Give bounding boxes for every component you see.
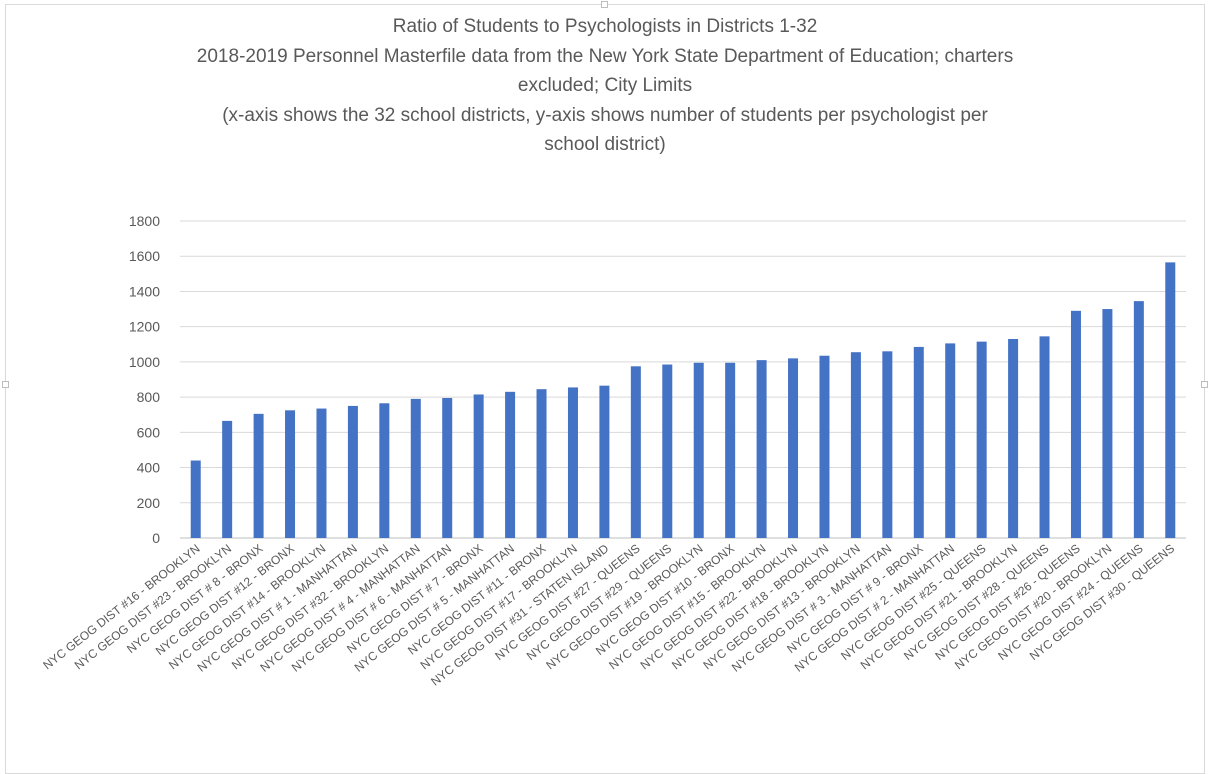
bar (599, 385, 610, 538)
bar (222, 420, 233, 538)
y-tick-label: 200 (137, 495, 161, 511)
bar (913, 346, 924, 538)
title-line-4: (x-axis shows the 32 school districts, y… (222, 104, 988, 126)
resize-handle-right[interactable] (1201, 381, 1208, 388)
title-line-1: Ratio of Students to Psychologists in Di… (392, 16, 818, 37)
y-tick-label: 1600 (129, 248, 160, 264)
bar (819, 355, 830, 538)
title-line-2: 2018-2019 Personnel Masterfile data from… (196, 45, 1014, 67)
bar (505, 391, 516, 538)
y-tick-label: 1000 (129, 354, 160, 370)
chart-title: Ratio of Students to Psychologists in Di… (0, 12, 1210, 160)
bar (253, 413, 264, 538)
bar (1133, 301, 1144, 538)
y-tick-label: 400 (137, 460, 161, 476)
bar (662, 364, 673, 538)
y-tick-label: 1800 (129, 213, 160, 229)
bar (756, 360, 767, 538)
bar (693, 362, 704, 538)
bar (850, 352, 861, 538)
bar (190, 460, 201, 538)
y-tick-label: 1200 (129, 319, 160, 335)
bar (536, 389, 547, 538)
bar (379, 403, 390, 538)
bar (630, 366, 641, 538)
y-tick-label: 800 (137, 389, 161, 405)
bar (1165, 262, 1176, 538)
bar (1070, 310, 1081, 538)
bar (725, 362, 736, 538)
bar (442, 397, 453, 538)
bar (410, 398, 421, 538)
bar (347, 405, 358, 538)
bar (567, 387, 578, 538)
bar (473, 394, 484, 538)
y-tick-label: 0 (152, 530, 160, 546)
bar (882, 351, 893, 538)
title-line-5: school district) (544, 134, 666, 155)
title-line-3: excluded; City Limits (517, 75, 693, 96)
y-tick-label: 1400 (129, 283, 160, 299)
bar (788, 358, 799, 538)
bar (316, 408, 327, 538)
bar (945, 343, 956, 538)
resize-handle-top[interactable] (601, 1, 608, 8)
bar (976, 341, 987, 538)
bar (1008, 338, 1019, 538)
bar (1102, 309, 1113, 538)
bar (285, 410, 296, 538)
y-tick-label: 600 (137, 424, 161, 440)
resize-handle-left[interactable] (2, 381, 9, 388)
bar (1039, 336, 1050, 538)
